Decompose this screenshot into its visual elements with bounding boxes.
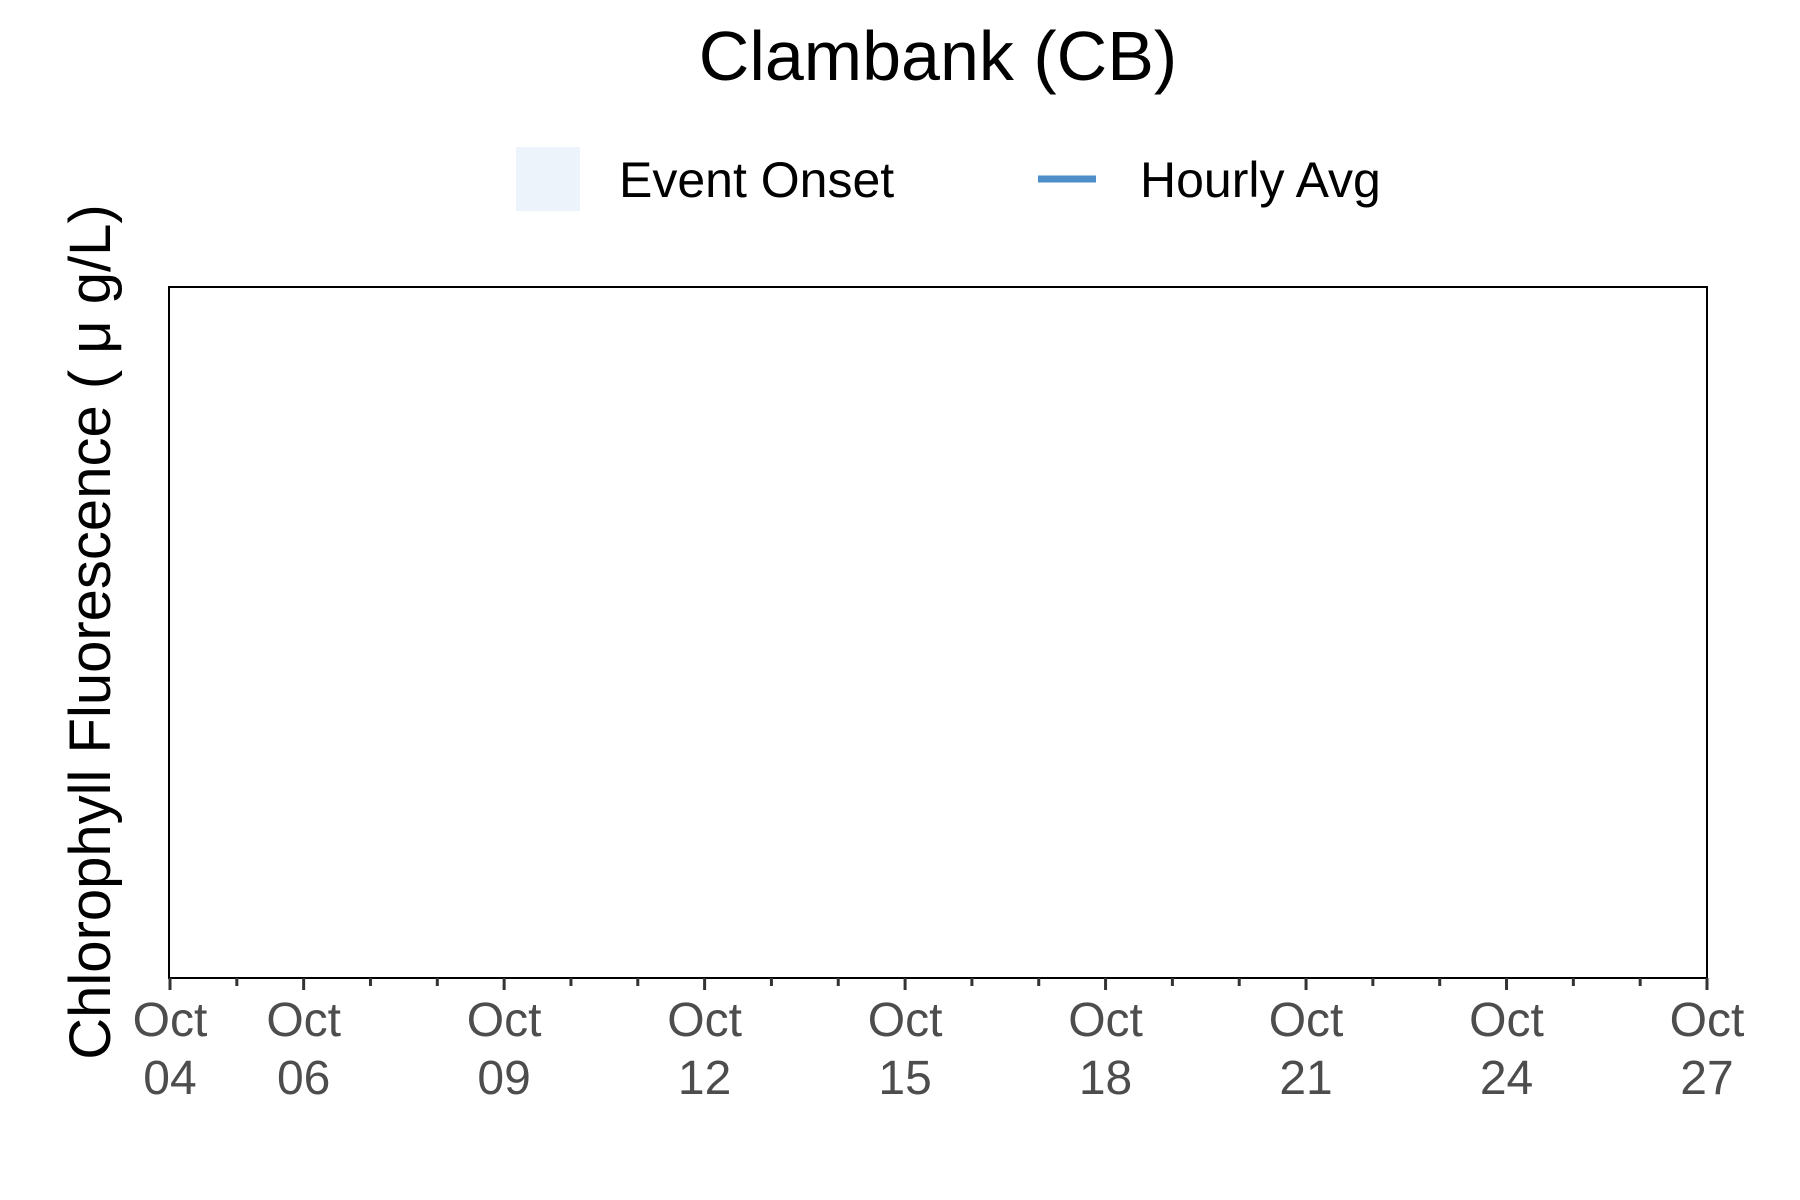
- x-tick-label: Oct 15: [868, 994, 943, 1105]
- legend-key: [516, 147, 580, 211]
- x-axis: Oct 04 Oct 06 Oct 09 Oct 12 Oct 15 Oct 18 Oct 21 Oct 24…: [133, 977, 1745, 1105]
- y-axis-label: Chlorophyll Fluorescence ( μ g/L): [58, 204, 123, 1059]
- x-tick-label: Oct 21: [1269, 994, 1344, 1105]
- plot-panel: [168, 286, 1708, 979]
- legend-item: Hourly Avg: [1038, 152, 1381, 208]
- x-tick-label: Oct 24: [1469, 994, 1544, 1105]
- x-tick-label: Oct 27: [1670, 994, 1745, 1105]
- x-tick-label: Oct 18: [1068, 994, 1143, 1105]
- legend-item: Event Onset: [516, 147, 894, 211]
- legend-label: Event Onset: [619, 152, 894, 208]
- x-tick-label: Oct 06: [266, 994, 341, 1105]
- x-tick-label: Oct 04: [133, 994, 208, 1105]
- x-tick-label: Oct 12: [667, 994, 742, 1105]
- chart-title: Clambank (CB): [699, 17, 1177, 95]
- legend: Event Onset Hourly Avg: [516, 147, 1381, 211]
- legend-label: Hourly Avg: [1140, 152, 1381, 208]
- x-tick-label: Oct 09: [467, 994, 542, 1105]
